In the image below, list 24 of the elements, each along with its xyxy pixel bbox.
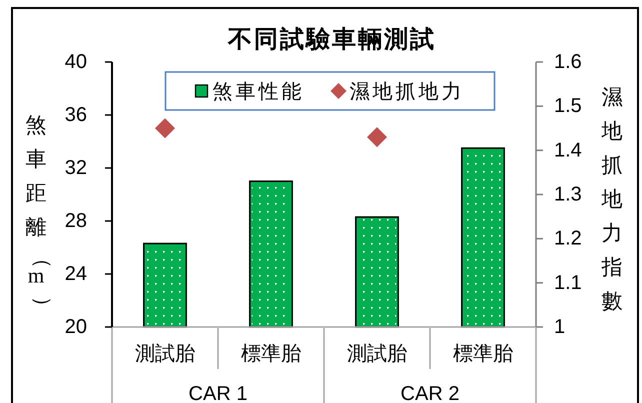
y-tick-label: 28 (64, 210, 87, 232)
y-tick-label: 24 (64, 263, 87, 285)
y-tick-label: 36 (64, 104, 87, 126)
y-tick-label: 32 (64, 157, 87, 179)
y-tick-label: 20 (64, 316, 87, 338)
legend-label: 煞車性能 (212, 81, 304, 103)
y2-tick-label: 1.2 (554, 228, 582, 250)
x-tick-label: 標準胎 (453, 343, 513, 365)
y2-axis-title: 濕地抓地力指數 (600, 85, 622, 313)
y-axis-title: 煞車距離（m） (26, 113, 55, 317)
y2-tick-label: 1.3 (554, 184, 582, 206)
x-tick-label: 測試胎 (135, 343, 195, 365)
y2-tick-label: 1 (554, 316, 566, 338)
x-tick-label: 測試胎 (347, 343, 407, 365)
chart-title: 不同試驗車輛測試 (227, 26, 436, 53)
y2-tick-label: 1.1 (554, 272, 582, 294)
x-tick-label: 標準胎 (241, 343, 301, 365)
text: CAR 1 (188, 383, 248, 403)
legend-label: 濕地抓地力 (350, 81, 464, 103)
y2-tick-label: 1.4 (554, 139, 582, 162)
y-tick-label: 40 (64, 51, 87, 73)
text: CAR 2 (400, 383, 460, 403)
y2-tick-label: 1.6 (554, 51, 582, 73)
y2-tick-label: 1.5 (554, 95, 582, 118)
